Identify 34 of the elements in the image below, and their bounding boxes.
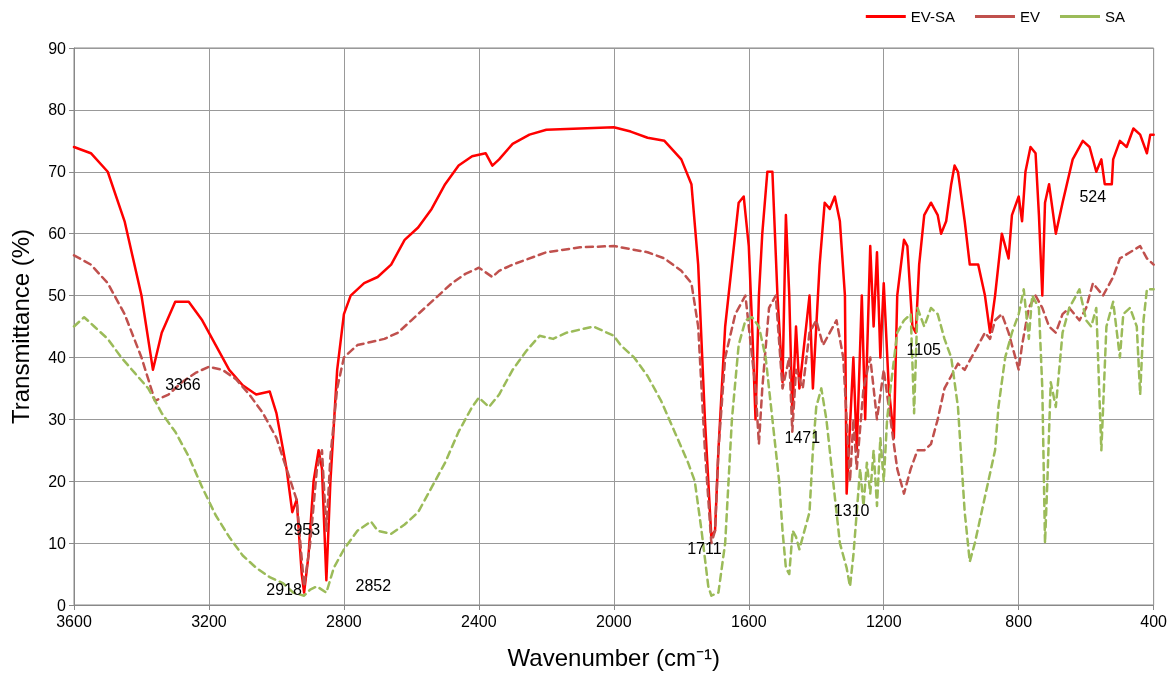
y-axis-title: Transmittance (%) <box>6 228 34 425</box>
y-tick-label: 30 <box>48 410 67 428</box>
annotation: 2852 <box>355 576 392 594</box>
y-tick-label: 60 <box>48 225 67 243</box>
x-tick-label: 1600 <box>730 612 767 630</box>
line-series <box>72 288 1155 597</box>
annotation: 1310 <box>833 502 870 520</box>
legend-label: EV <box>1019 8 1040 25</box>
x-tick-label: 3600 <box>56 612 92 630</box>
x-axis-title: Wavenumber (cm⁻¹) <box>507 643 721 671</box>
annotation: 1711 <box>687 540 722 558</box>
y-tick-label: 10 <box>48 534 67 552</box>
y-tick-label: 0 <box>57 596 67 614</box>
x-tick-label: 800 <box>1005 612 1033 630</box>
x-tick-label: 400 <box>1140 612 1168 630</box>
y-tick-label: 80 <box>48 101 67 119</box>
x-tick-label: 2400 <box>461 612 497 630</box>
annotation: 1105 <box>906 341 942 359</box>
legend-label: SA <box>1104 8 1126 25</box>
annotation: 1471 <box>784 428 821 446</box>
annotation: 524 <box>1079 187 1107 205</box>
annotation: 2918 <box>266 581 302 599</box>
x-tick-label: 2000 <box>596 612 632 630</box>
annotation: 3366 <box>165 376 201 394</box>
x-tick-label: 3200 <box>191 612 227 630</box>
line-series <box>72 125 1155 594</box>
y-tick-label: 20 <box>48 472 67 490</box>
y-tick-label: 70 <box>48 163 67 181</box>
legend-label: EV-SA <box>910 8 955 25</box>
y-tick-label: 90 <box>48 39 67 57</box>
x-tick-label: 1200 <box>865 612 902 630</box>
y-tick-label: 40 <box>48 348 67 366</box>
y-tick-label: 50 <box>48 287 67 305</box>
x-tick-label: 2800 <box>326 612 362 630</box>
